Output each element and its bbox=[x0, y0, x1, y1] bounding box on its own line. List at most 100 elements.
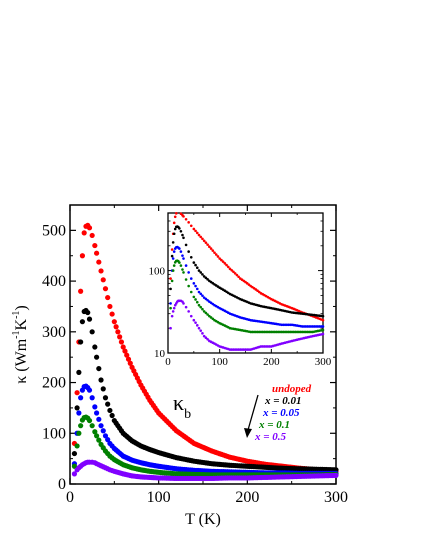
inset-x-tick-label: 100 bbox=[211, 356, 228, 368]
data-point bbox=[86, 225, 93, 231]
data-point bbox=[96, 416, 102, 422]
inset-series-3 bbox=[169, 259, 325, 334]
inset-data-point bbox=[172, 306, 176, 310]
inset-data-point bbox=[179, 229, 183, 233]
data-point bbox=[98, 423, 104, 429]
inset-data-point bbox=[182, 302, 185, 305]
inset-data-point bbox=[171, 269, 175, 272]
inset-data-point bbox=[179, 250, 183, 253]
inset-data-point bbox=[169, 326, 172, 330]
data-point bbox=[89, 423, 95, 429]
inset-x-tick-label: 300 bbox=[315, 356, 332, 368]
data-point bbox=[78, 423, 84, 429]
inset-data-point bbox=[199, 235, 203, 239]
inset-data-point bbox=[178, 247, 181, 250]
data-point bbox=[94, 354, 100, 360]
y-tick-label: 200 bbox=[42, 375, 66, 392]
x-tick-label: 0 bbox=[66, 489, 74, 506]
data-point bbox=[76, 430, 82, 436]
inset-data-point bbox=[199, 329, 203, 332]
series-4 bbox=[71, 459, 339, 482]
inset-data-point bbox=[187, 310, 190, 313]
inset-data-point bbox=[184, 264, 188, 267]
kappa-b-annotation: κb bbox=[173, 390, 191, 422]
data-point bbox=[100, 428, 106, 434]
inset-data-point bbox=[187, 221, 190, 224]
inset-data-point bbox=[199, 271, 203, 274]
data-point bbox=[118, 339, 125, 345]
data-point bbox=[92, 242, 98, 249]
inset-data-point bbox=[230, 269, 234, 272]
data-point bbox=[78, 339, 84, 345]
inset-x-tick-label: 200 bbox=[263, 356, 280, 368]
inset-data-point bbox=[171, 241, 175, 244]
inset-data-point bbox=[181, 233, 184, 237]
inset-data-point bbox=[194, 298, 197, 301]
inset-data-point bbox=[321, 325, 325, 328]
data-point bbox=[107, 407, 113, 414]
inset-data-point bbox=[225, 263, 228, 267]
inset-data-point bbox=[194, 284, 197, 288]
inset-data-point bbox=[173, 215, 177, 219]
data-point bbox=[92, 429, 98, 435]
inset-data-point bbox=[195, 300, 199, 304]
data-point bbox=[76, 369, 82, 375]
inset-y-tick-label: 100 bbox=[149, 266, 166, 278]
inset-data-point bbox=[195, 231, 199, 235]
data-point bbox=[122, 348, 128, 354]
inset-data-point bbox=[201, 332, 204, 335]
inset-data-point bbox=[192, 282, 196, 285]
legend-entry: x = 0.1 bbox=[258, 419, 290, 431]
inset-data-point bbox=[197, 303, 201, 307]
data-point bbox=[86, 316, 93, 322]
data-point bbox=[102, 395, 109, 401]
inset-data-point bbox=[178, 261, 181, 264]
data-point bbox=[94, 433, 100, 439]
legend-arrow-head bbox=[244, 428, 252, 438]
data-point bbox=[102, 433, 109, 439]
inset-data-point bbox=[172, 232, 176, 236]
data-point bbox=[81, 230, 87, 236]
inset-data-point bbox=[194, 321, 197, 324]
legend-entry: x = 0.01 bbox=[264, 395, 302, 407]
inset-data-point bbox=[235, 273, 239, 277]
inset-data-point bbox=[184, 243, 188, 247]
inset-data-point bbox=[199, 305, 203, 309]
inset-data-point bbox=[192, 227, 196, 231]
inset-data-point bbox=[181, 254, 184, 257]
data-point bbox=[113, 324, 119, 330]
data-point bbox=[92, 404, 98, 410]
data-point bbox=[85, 309, 91, 316]
inset-data-point bbox=[192, 318, 196, 322]
data-point bbox=[71, 463, 78, 469]
data-point bbox=[109, 311, 115, 317]
inset-data-point bbox=[169, 277, 172, 280]
y-tick-label: 300 bbox=[42, 324, 66, 341]
inset-series-4 bbox=[169, 299, 325, 351]
inset-data-point bbox=[169, 306, 172, 310]
inset-data-point bbox=[184, 278, 188, 281]
inset-data-point bbox=[204, 241, 208, 244]
legend-entry: x = 0.5 bbox=[254, 431, 287, 443]
inset-data-point bbox=[197, 290, 201, 294]
inset-data-point bbox=[189, 290, 193, 294]
inset-data-point bbox=[233, 272, 237, 275]
y-tick-label: 500 bbox=[42, 222, 66, 239]
data-point bbox=[105, 437, 111, 443]
inset-data-point bbox=[172, 250, 176, 253]
data-point bbox=[127, 360, 133, 366]
inset-data-point bbox=[206, 243, 209, 246]
data-point bbox=[100, 277, 106, 283]
inset-data-point bbox=[171, 310, 175, 313]
legend-arrow-line bbox=[247, 394, 259, 431]
inset-data-point bbox=[209, 247, 213, 250]
inset-data-point bbox=[179, 264, 183, 267]
data-point bbox=[74, 390, 80, 396]
inset-data-point bbox=[201, 273, 204, 276]
inset-data-point bbox=[223, 262, 227, 265]
inset-data-point bbox=[195, 287, 199, 291]
inset-data-point bbox=[169, 287, 172, 291]
inset-data-point bbox=[170, 279, 174, 283]
